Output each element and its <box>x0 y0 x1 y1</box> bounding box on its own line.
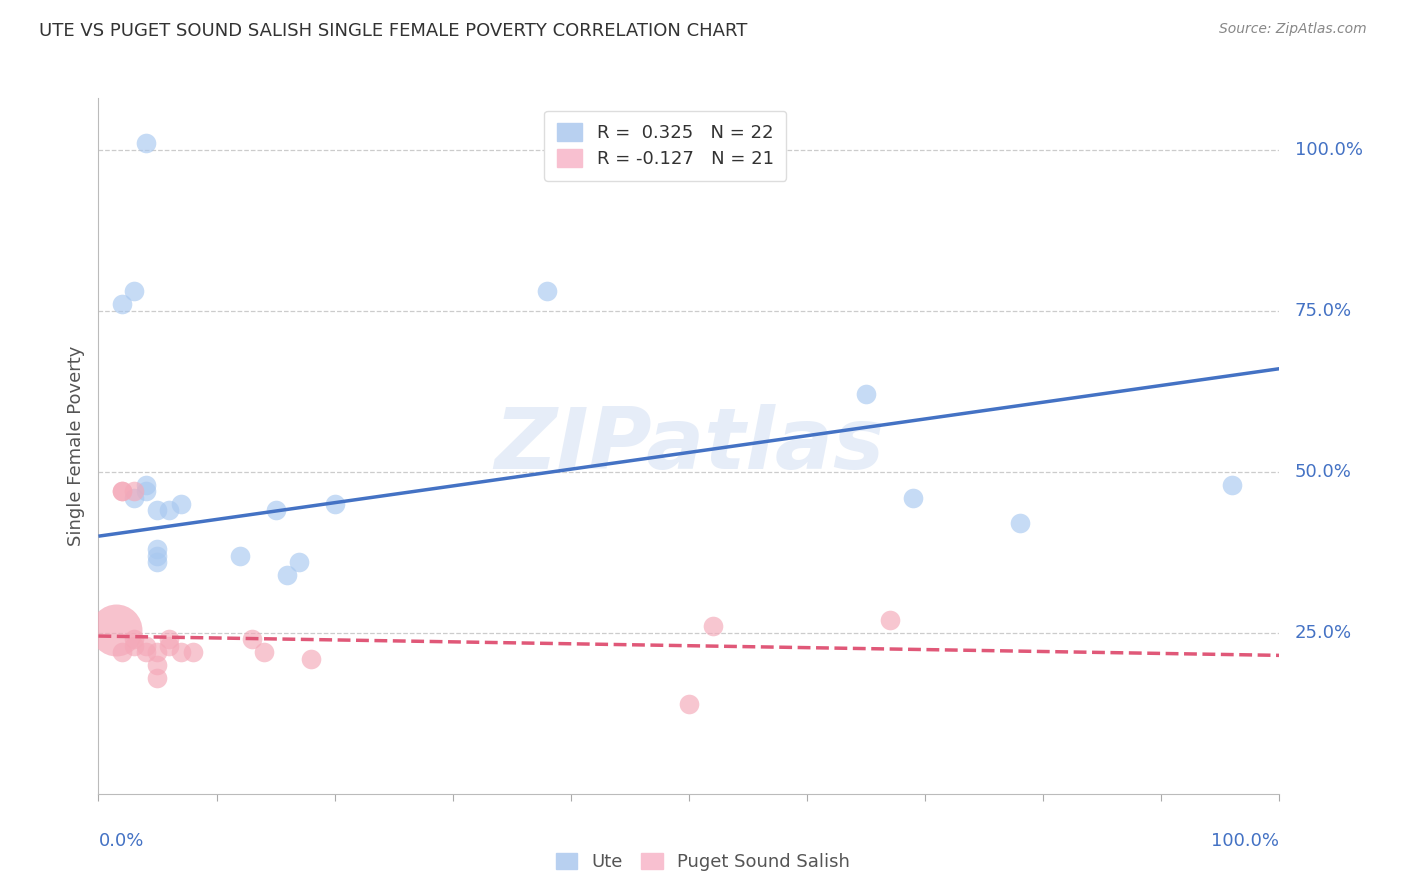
Point <box>122 632 145 647</box>
Point <box>157 632 180 647</box>
Point <box>702 619 724 633</box>
Point <box>323 497 346 511</box>
Point <box>855 387 877 401</box>
Text: 100.0%: 100.0% <box>1212 832 1279 850</box>
Point <box>146 671 169 685</box>
Text: 0.0%: 0.0% <box>98 832 143 850</box>
Text: 100.0%: 100.0% <box>1295 141 1362 159</box>
Point <box>299 651 322 665</box>
Point <box>111 297 134 311</box>
Legend: Ute, Puget Sound Salish: Ute, Puget Sound Salish <box>548 846 858 879</box>
Point <box>276 567 298 582</box>
Point <box>135 639 157 653</box>
Point <box>157 639 180 653</box>
Point <box>111 484 134 499</box>
Y-axis label: Single Female Poverty: Single Female Poverty <box>66 346 84 546</box>
Point <box>157 503 180 517</box>
Point <box>146 503 169 517</box>
Point <box>146 555 169 569</box>
Point <box>678 697 700 711</box>
Point <box>135 136 157 151</box>
Text: Source: ZipAtlas.com: Source: ZipAtlas.com <box>1219 22 1367 37</box>
Point <box>288 555 311 569</box>
Point <box>122 285 145 299</box>
Point <box>122 491 145 505</box>
Point <box>122 639 145 653</box>
Point <box>170 645 193 659</box>
Point <box>229 549 252 563</box>
Point <box>135 645 157 659</box>
Point <box>536 285 558 299</box>
Point <box>879 613 901 627</box>
Point <box>181 645 204 659</box>
Point <box>240 632 263 647</box>
Text: ZIPatlas: ZIPatlas <box>494 404 884 488</box>
Point <box>146 542 169 557</box>
Point <box>903 491 925 505</box>
Point <box>135 484 157 499</box>
Point <box>1220 477 1243 491</box>
Legend: R =  0.325   N = 22, R = -0.127   N = 21: R = 0.325 N = 22, R = -0.127 N = 21 <box>544 111 786 181</box>
Point <box>135 477 157 491</box>
Text: 50.0%: 50.0% <box>1295 463 1351 481</box>
Text: 75.0%: 75.0% <box>1295 301 1353 319</box>
Point <box>253 645 276 659</box>
Text: 25.0%: 25.0% <box>1295 624 1353 642</box>
Point <box>1008 516 1031 531</box>
Point <box>111 484 134 499</box>
Point <box>146 658 169 673</box>
Point <box>170 497 193 511</box>
Point <box>146 645 169 659</box>
Point <box>111 645 134 659</box>
Point <box>146 549 169 563</box>
Point <box>105 623 128 637</box>
Point <box>264 503 287 517</box>
Point <box>122 484 145 499</box>
Text: UTE VS PUGET SOUND SALISH SINGLE FEMALE POVERTY CORRELATION CHART: UTE VS PUGET SOUND SALISH SINGLE FEMALE … <box>39 22 748 40</box>
